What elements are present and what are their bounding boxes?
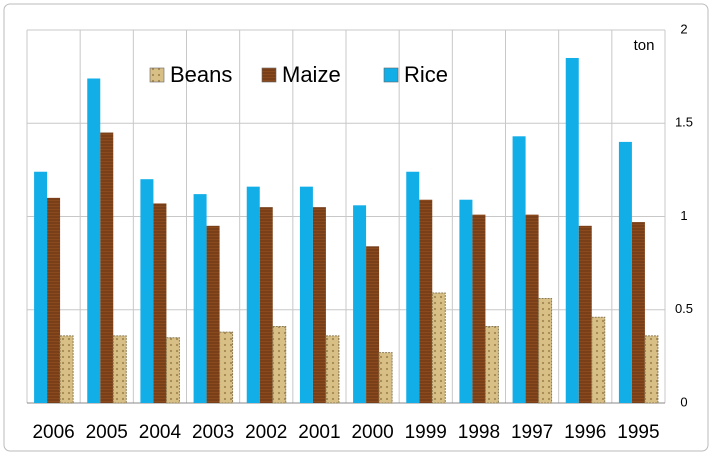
bar — [378, 352, 393, 404]
bar — [272, 326, 287, 404]
legend-swatch — [149, 67, 165, 83]
bar — [100, 132, 114, 403]
x-tick-label: 2001 — [298, 422, 340, 443]
bar — [165, 337, 180, 404]
bar — [153, 203, 167, 403]
bar — [112, 335, 127, 404]
bar — [431, 292, 446, 404]
bar — [140, 179, 154, 403]
bar — [59, 335, 74, 404]
bar — [472, 214, 486, 403]
bar — [193, 194, 207, 403]
x-tick-label: 1998 — [458, 422, 500, 443]
bar — [419, 199, 433, 403]
y-unit: ton — [634, 37, 655, 54]
bar — [366, 246, 380, 403]
bar — [206, 225, 220, 403]
bar — [538, 298, 553, 404]
x-tick-label: 2004 — [139, 422, 182, 443]
legend-label: Rice — [404, 62, 448, 87]
legend-swatch — [383, 67, 399, 83]
bar — [406, 171, 420, 403]
bar — [353, 205, 367, 403]
x-tick-label: 2002 — [245, 422, 287, 443]
y-tick-label: 2 — [680, 21, 687, 36]
y-tick-label: 0 — [680, 394, 687, 409]
y-tick-label: 0.5 — [675, 301, 693, 316]
legend-swatch — [261, 67, 277, 83]
bar — [644, 335, 659, 404]
x-tick-label: 1995 — [617, 422, 659, 443]
x-tick-label: 1996 — [564, 422, 606, 443]
legend-label: Maize — [282, 62, 341, 87]
x-tick-label: 2005 — [86, 422, 128, 443]
x-tick-label: 2003 — [192, 422, 234, 443]
bar — [565, 57, 579, 403]
bar — [259, 207, 273, 403]
bar — [87, 78, 101, 404]
x-tick-label: 2000 — [351, 422, 393, 443]
bar — [618, 141, 632, 403]
y-tick-label: 1 — [680, 208, 687, 223]
bar — [325, 335, 340, 404]
bar — [459, 199, 473, 403]
bar — [219, 331, 234, 404]
bar — [631, 222, 645, 403]
bar — [525, 214, 539, 403]
bar — [578, 225, 592, 403]
bar — [484, 326, 499, 404]
bar — [312, 207, 326, 403]
y-tick-label: 1.5 — [675, 115, 693, 130]
x-tick-label: 2006 — [32, 422, 74, 443]
bar — [299, 186, 313, 403]
bar — [591, 316, 606, 404]
bar — [34, 171, 48, 403]
bar — [47, 197, 61, 403]
x-tick-label: 1999 — [405, 422, 447, 443]
bar — [512, 136, 526, 403]
bar — [246, 186, 260, 403]
legend-label: Beans — [170, 62, 232, 87]
x-tick-label: 1997 — [511, 422, 553, 443]
